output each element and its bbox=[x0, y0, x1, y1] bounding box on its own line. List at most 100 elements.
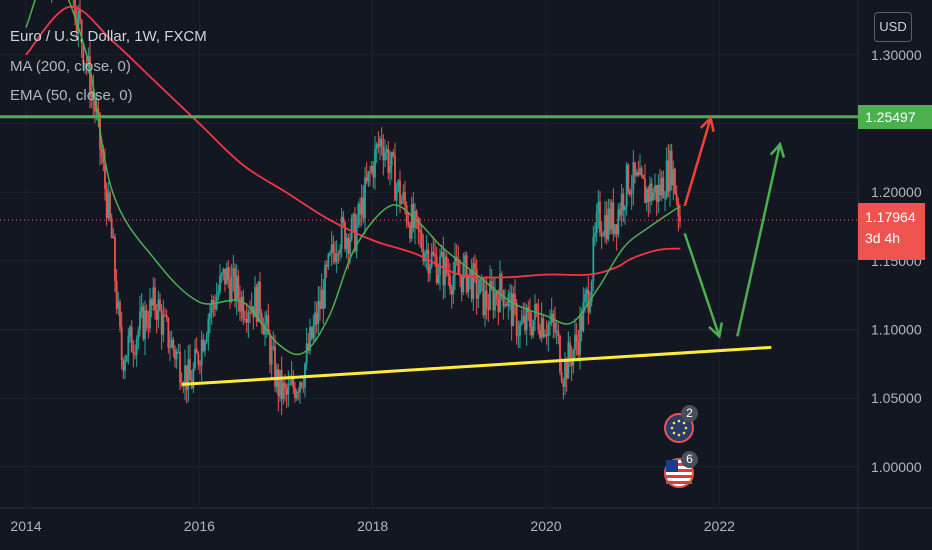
candle-body bbox=[92, 90, 95, 101]
candle-body bbox=[90, 90, 93, 98]
time-tick-label: 2014 bbox=[10, 518, 41, 534]
candle-body bbox=[225, 267, 228, 285]
candle-body bbox=[277, 369, 280, 397]
candle-body bbox=[289, 384, 291, 386]
candle-body bbox=[367, 171, 370, 182]
candle-body bbox=[490, 281, 493, 288]
candle-body bbox=[119, 302, 121, 327]
candle-body bbox=[405, 205, 408, 223]
candle-body bbox=[214, 304, 216, 310]
candle-body bbox=[545, 334, 548, 337]
candle-body bbox=[642, 175, 645, 179]
drawing-tools bbox=[0, 115, 858, 386]
bar-countdown: 3d 4h bbox=[865, 230, 901, 246]
candle-body bbox=[209, 312, 211, 319]
candle-body bbox=[100, 149, 103, 158]
candle-body bbox=[620, 193, 623, 216]
candle-body bbox=[244, 318, 246, 320]
candle-body bbox=[134, 353, 136, 355]
candle-body bbox=[257, 281, 260, 322]
candle-body bbox=[374, 148, 376, 178]
candle-body bbox=[162, 314, 165, 335]
symbol-title[interactable]: Euro / U.S. Dollar, 1W, FXCM bbox=[10, 28, 207, 45]
currency-button[interactable]: USD bbox=[874, 12, 912, 42]
candle-body bbox=[590, 281, 593, 303]
candle-body bbox=[267, 315, 270, 335]
time-tick-label: 2016 bbox=[184, 518, 215, 534]
candle-body bbox=[505, 304, 508, 307]
candle-body bbox=[229, 279, 231, 302]
candle-body bbox=[379, 138, 381, 147]
candle-body bbox=[182, 385, 185, 387]
candle-body bbox=[294, 387, 296, 399]
candle-body bbox=[532, 319, 535, 336]
candle-body bbox=[265, 315, 268, 324]
candle-body bbox=[599, 201, 601, 233]
candle-body bbox=[662, 177, 665, 199]
candle-body bbox=[359, 204, 361, 215]
candle-body bbox=[542, 318, 545, 337]
candle-body bbox=[677, 201, 680, 217]
candle-body bbox=[339, 249, 341, 254]
candle-body bbox=[320, 289, 323, 309]
candle-body bbox=[377, 144, 380, 147]
candle-body bbox=[222, 268, 225, 274]
candle-body bbox=[464, 255, 466, 264]
candle-body bbox=[292, 377, 295, 388]
candle-body bbox=[332, 244, 335, 254]
candle-body bbox=[570, 357, 573, 366]
candle-body bbox=[107, 192, 110, 219]
green-arrow-head-down bbox=[708, 322, 724, 339]
candle-body bbox=[492, 287, 495, 311]
candle-body bbox=[217, 291, 220, 297]
green-down-arrow bbox=[683, 233, 721, 337]
candle-body bbox=[617, 209, 620, 235]
time-tick-label: 2018 bbox=[357, 518, 388, 534]
candle-body bbox=[635, 172, 638, 176]
candle-body bbox=[622, 193, 625, 211]
candle-body bbox=[285, 388, 288, 395]
candle-body bbox=[337, 253, 340, 255]
candle-body bbox=[262, 325, 265, 335]
candle-body bbox=[624, 206, 626, 211]
candle-body bbox=[340, 216, 343, 250]
candle-body bbox=[124, 361, 126, 371]
candle-body bbox=[179, 351, 181, 383]
candle-body bbox=[580, 315, 583, 332]
candle-body bbox=[420, 232, 423, 249]
candle-body bbox=[205, 337, 208, 343]
candle-body bbox=[537, 312, 540, 330]
candle-body bbox=[157, 299, 160, 320]
candle-body bbox=[445, 256, 448, 274]
candle-body bbox=[160, 310, 163, 335]
candle-body bbox=[547, 323, 550, 337]
candle-body bbox=[362, 197, 365, 219]
candle-body bbox=[652, 192, 655, 201]
candle-body bbox=[352, 213, 355, 219]
candle-body bbox=[360, 197, 363, 215]
candle-body bbox=[494, 292, 496, 311]
candle-body bbox=[510, 292, 513, 326]
candle-body bbox=[155, 310, 158, 320]
candle-body bbox=[297, 391, 300, 393]
ma-indicator-label[interactable]: MA (200, close, 0) bbox=[10, 57, 131, 75]
candle-body bbox=[472, 263, 475, 300]
candle-body bbox=[384, 152, 386, 161]
candle-body bbox=[670, 150, 673, 186]
candle-body bbox=[169, 347, 171, 349]
candle-body bbox=[309, 327, 311, 351]
candle-body bbox=[129, 326, 131, 336]
candle-body bbox=[479, 279, 481, 294]
candle-body bbox=[452, 275, 455, 295]
candle-body bbox=[562, 381, 565, 387]
candle-body bbox=[187, 359, 190, 390]
candle-body bbox=[185, 365, 188, 390]
candle-body bbox=[132, 352, 135, 354]
ema-indicator-label[interactable]: EMA (50, close, 0) bbox=[10, 87, 133, 104]
candle-body bbox=[249, 312, 251, 314]
candle-body bbox=[515, 303, 518, 337]
candle-body bbox=[382, 146, 385, 161]
candle-body bbox=[672, 168, 675, 186]
candle-body bbox=[174, 349, 176, 360]
